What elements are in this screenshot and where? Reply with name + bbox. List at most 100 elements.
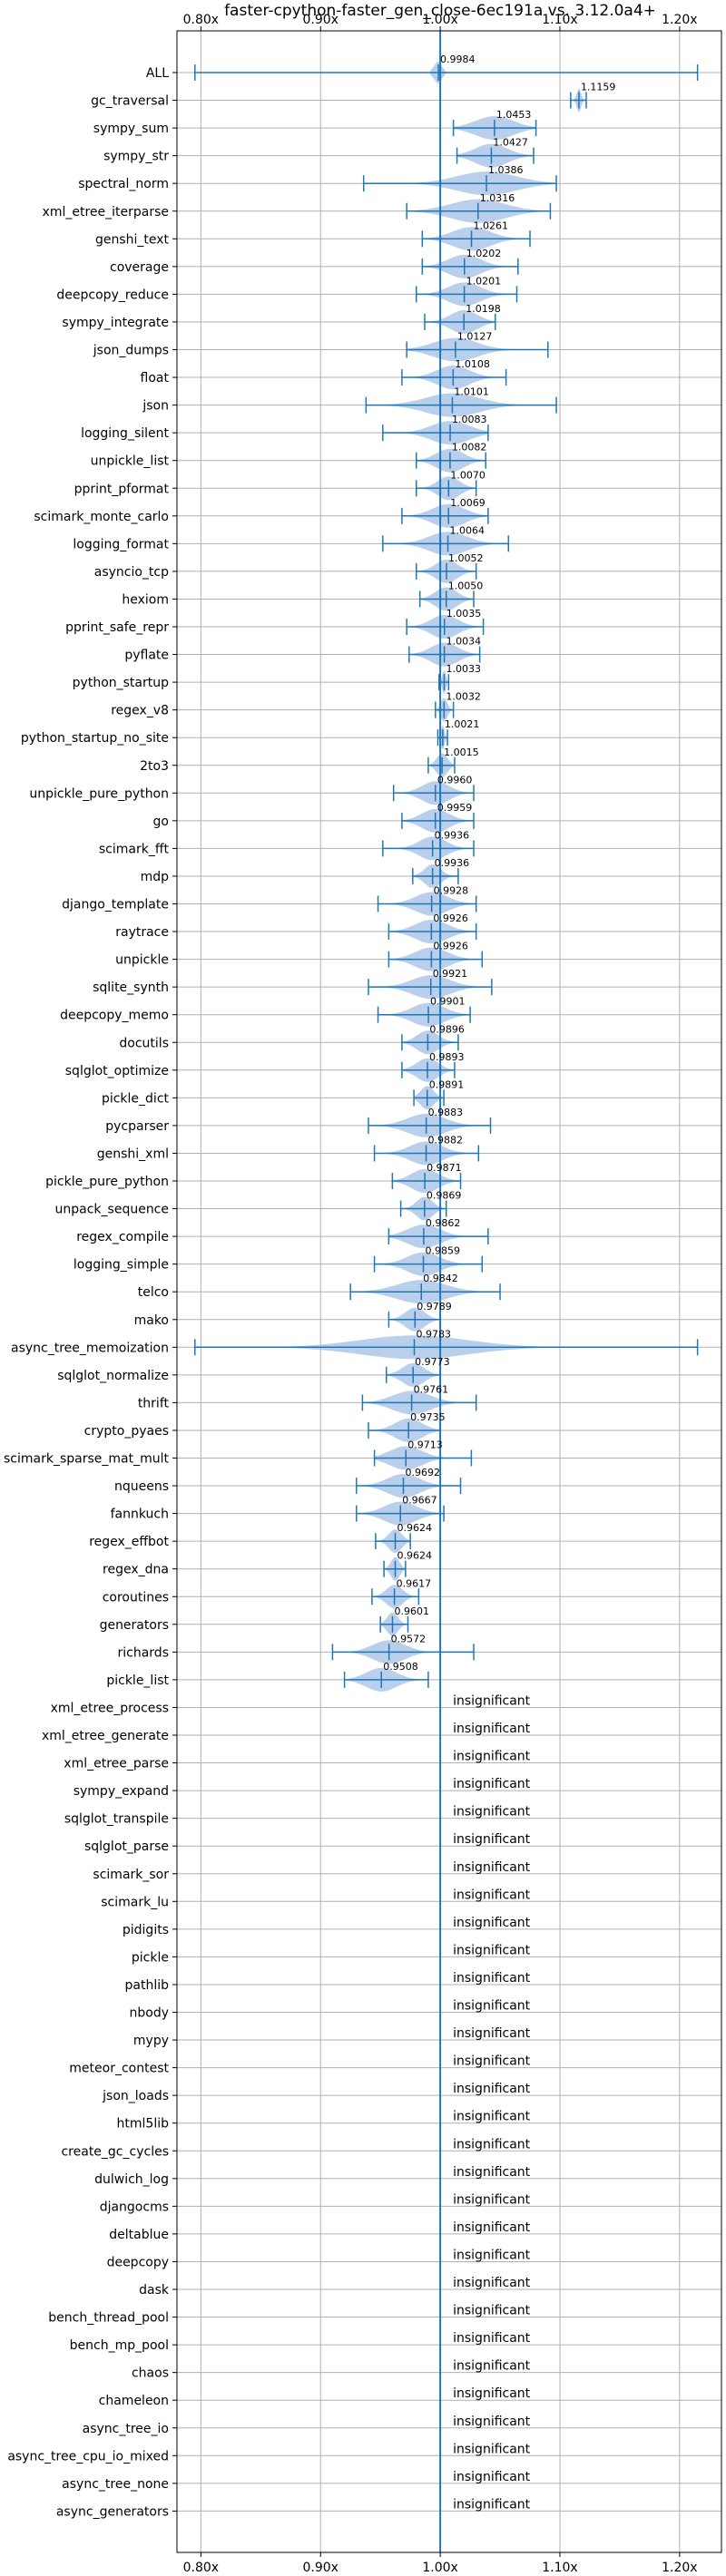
category-label: gc_traversal: [91, 94, 169, 109]
value-label: 0.9667: [402, 1495, 437, 1507]
value-label: 1.0198: [466, 303, 501, 315]
value-label: 0.9617: [397, 1577, 432, 1589]
category-label: genshi_text: [95, 232, 170, 247]
category-label: async_tree_cpu_io_mixed: [7, 2449, 169, 2464]
category-label: raytrace: [115, 925, 169, 940]
category-label: json_dumps: [93, 344, 169, 358]
category-label: regex_v8: [111, 704, 169, 718]
insignificant-label: insignificant: [453, 2220, 531, 2235]
violin-async_tree_memoization: [194, 1335, 699, 1360]
violin-scimark_fft: [382, 836, 475, 861]
value-label: 0.9869: [427, 1190, 462, 1202]
category-label: generators: [100, 1618, 169, 1633]
category-label: dask: [139, 2283, 170, 2298]
category-label: thrift: [138, 1396, 170, 1410]
category-label: scimark_lu: [101, 1895, 169, 1909]
value-label: 0.9959: [437, 802, 473, 814]
insignificant-label: insignificant: [453, 1999, 531, 2014]
category-label: xml_etree_process: [51, 1701, 169, 1715]
violin-fannkuch: [356, 1501, 445, 1526]
insignificant-label: insignificant: [453, 2110, 531, 2124]
category-label: async_tree_memoization: [11, 1341, 169, 1355]
violin-deepcopy_memo: [377, 1002, 471, 1027]
violin-logging_silent: [382, 421, 489, 445]
violin-spectral_norm: [362, 171, 557, 196]
value-label: 0.9936: [435, 829, 469, 841]
category-label: pickle_dict: [102, 1091, 170, 1106]
violin-asyncio_tcp: [415, 559, 477, 583]
category-labels: ALL gc_traversal sympy_sum sympy_strspectra…: [4, 66, 170, 2519]
value-label: 0.9862: [426, 1217, 461, 1229]
category-label: scimark_sor: [93, 1868, 169, 1882]
category-label: pickle_list: [106, 1673, 169, 1688]
value-label: 0.9735: [410, 1411, 446, 1423]
category-label: bench_thread_pool: [48, 2311, 169, 2326]
value-label: 1.0033: [446, 663, 481, 675]
violin-unpickle_list: [415, 448, 486, 473]
insignificant-label: insignificant: [453, 1860, 531, 1875]
value-label: 0.9624: [397, 1550, 433, 1562]
x-tick-label-top: 1.10x: [542, 13, 577, 27]
category-label: sqlglot_parse: [84, 1839, 169, 1854]
category-label: sympy_str: [103, 150, 169, 164]
violin-django_template: [377, 892, 477, 916]
category-label: pickle_pure_python: [45, 1175, 169, 1189]
value-label: 1.0427: [493, 137, 528, 149]
violin-pickle_pure_python: [391, 1169, 462, 1193]
violin-deepcopy_reduce: [415, 282, 518, 307]
insignificant-label: insignificant: [453, 2026, 531, 2041]
category-label: deltablue: [109, 2228, 169, 2242]
category-label: asyncio_tcp: [94, 565, 169, 580]
x-tick-label-bottom: 0.80x: [183, 2561, 219, 2575]
category-label: sympy_sum: [93, 122, 169, 136]
insignificant-label: insignificant: [453, 2248, 531, 2262]
insignificant-label: insignificant: [453, 2470, 531, 2484]
value-label: 0.9789: [417, 1301, 452, 1312]
category-label: telco: [138, 1285, 169, 1300]
category-label: sqlglot_optimize: [65, 1064, 169, 1078]
value-label: 1.0083: [452, 414, 487, 425]
value-label: 0.9893: [429, 1051, 465, 1063]
category-label: bench_mp_pool: [70, 2338, 169, 2353]
violin-richards: [331, 1640, 475, 1664]
category-label: genshi_xml: [97, 1147, 169, 1161]
insignificant-label: insignificant: [453, 2359, 531, 2374]
value-label: 1.0034: [446, 636, 481, 648]
value-label: 1.0127: [457, 331, 493, 343]
category-label: fannkuch: [111, 1508, 169, 1522]
x-tick-label-top: 1.00x: [422, 13, 457, 27]
category-label: go: [153, 815, 169, 829]
category-label: hexiom: [122, 592, 169, 607]
value-label: 1.0021: [445, 718, 480, 730]
insignificant-label: insignificant: [453, 2415, 531, 2429]
value-label: 1.1159: [581, 82, 616, 93]
category-label: scimark_fft: [99, 842, 170, 856]
category-label: unpickle_list: [91, 454, 170, 469]
violin-float: [401, 366, 507, 389]
violin-go: [401, 808, 475, 833]
x-tick-label-top: 0.90x: [303, 13, 338, 27]
value-label: 1.0316: [480, 192, 515, 204]
value-label: 0.9572: [391, 1633, 427, 1644]
category-label: create_gc_cycles: [61, 2144, 169, 2159]
value-label: 0.9601: [394, 1605, 429, 1617]
violin-json_dumps: [406, 337, 549, 362]
category-label: regex_effbot: [89, 1535, 169, 1549]
category-label: mdp: [141, 870, 170, 884]
category-label: coroutines: [103, 1590, 169, 1605]
x-tick-label-top: 1.20x: [662, 13, 697, 27]
category-label: django_template: [62, 898, 169, 912]
violin-nqueens: [356, 1474, 462, 1498]
violin-unpickle: [388, 947, 484, 971]
value-label: 0.9921: [433, 968, 468, 980]
violin-pprint_pformat: [415, 476, 477, 501]
violin-logging_format: [382, 532, 510, 556]
violin-logging_simple: [373, 1252, 484, 1276]
category-label: logging_simple: [74, 1258, 169, 1273]
category-label: ALL: [146, 66, 169, 81]
violin-regex_effbot: [375, 1529, 411, 1554]
violin-thrift: [361, 1390, 477, 1415]
violin-ALL: [194, 61, 699, 84]
category-label: xml_etree_parse: [64, 1757, 169, 1771]
